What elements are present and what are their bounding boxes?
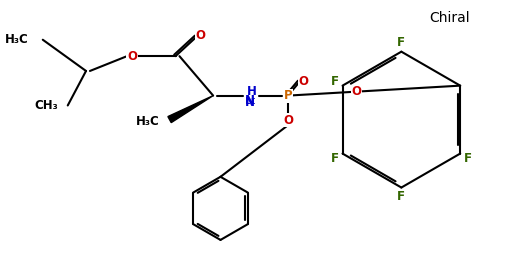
- Polygon shape: [168, 96, 213, 123]
- Text: Chiral: Chiral: [429, 11, 470, 25]
- Text: O: O: [127, 50, 137, 63]
- Text: F: F: [331, 75, 339, 88]
- Text: CH₃: CH₃: [34, 99, 58, 112]
- Text: O: O: [298, 75, 308, 88]
- Text: O: O: [352, 85, 362, 98]
- Text: O: O: [195, 29, 205, 42]
- Text: F: F: [397, 36, 406, 49]
- Text: P: P: [284, 89, 292, 102]
- Text: N: N: [245, 96, 255, 109]
- Text: H₃C: H₃C: [5, 33, 29, 46]
- Text: H₃C: H₃C: [136, 115, 160, 128]
- Text: H: H: [247, 85, 257, 98]
- Text: O: O: [283, 114, 293, 127]
- Text: H
N: H N: [247, 85, 255, 106]
- Text: F: F: [464, 152, 472, 165]
- Text: F: F: [397, 190, 406, 203]
- Text: H: H: [246, 89, 256, 102]
- Text: N: N: [245, 94, 255, 107]
- Text: F: F: [331, 152, 339, 165]
